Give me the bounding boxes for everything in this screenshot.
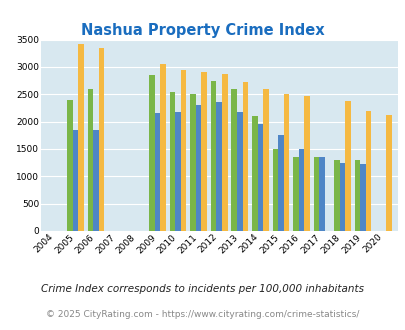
Bar [78,44,83,231]
Bar [262,89,268,231]
Text: Nashua Property Crime Index: Nashua Property Crime Index [81,23,324,38]
Bar [211,81,216,231]
Bar [385,115,391,231]
Bar [252,116,257,231]
Bar [169,91,175,231]
Bar [216,103,222,231]
Bar [160,64,166,231]
Bar [67,100,72,231]
Bar [318,157,324,231]
Bar [201,72,207,231]
Bar [242,82,247,231]
Bar [292,157,298,231]
Bar [303,96,309,231]
Bar [257,124,262,231]
Bar [283,94,288,231]
Bar [154,114,160,231]
Bar [354,160,359,231]
Bar [87,89,93,231]
Bar [190,94,196,231]
Bar [98,48,104,231]
Bar [277,135,283,231]
Bar [149,75,154,231]
Bar [313,157,318,231]
Bar [344,101,350,231]
Bar [359,164,365,231]
Bar [298,149,303,231]
Bar [222,74,227,231]
Bar [365,111,371,231]
Bar [93,130,98,231]
Bar [175,112,181,231]
Bar [237,112,242,231]
Text: © 2025 CityRating.com - https://www.cityrating.com/crime-statistics/: © 2025 CityRating.com - https://www.city… [46,311,359,319]
Bar [72,130,78,231]
Bar [196,105,201,231]
Text: Crime Index corresponds to incidents per 100,000 inhabitants: Crime Index corresponds to incidents per… [41,284,364,294]
Bar [333,160,339,231]
Bar [231,89,237,231]
Bar [181,70,186,231]
Bar [272,149,277,231]
Bar [339,163,344,231]
